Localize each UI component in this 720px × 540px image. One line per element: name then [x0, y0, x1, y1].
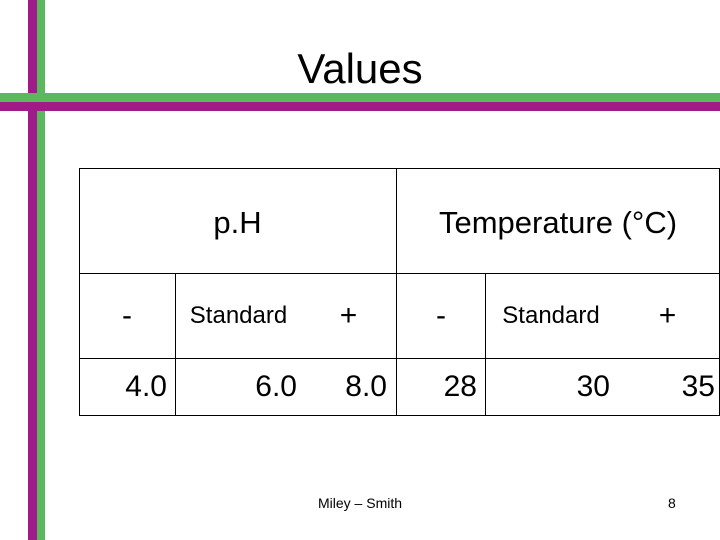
- table-col-divider: [175, 273, 176, 416]
- temp-value-high: 35: [681, 370, 715, 403]
- slide-title: Values: [297, 45, 423, 92]
- table-border-top: [79, 168, 720, 169]
- header-temperature: Temperature (°C): [438, 205, 678, 240]
- decorative-stripe-horizontal-green: [0, 93, 720, 102]
- temp-sub-plus: +: [658, 299, 677, 332]
- decorative-stripe-vertical-purple: [28, 0, 37, 540]
- table-row-divider: [79, 358, 720, 359]
- table-border-bottom: [79, 415, 720, 416]
- table-col-divider: [396, 168, 397, 416]
- ph-value-standard: 6.0: [255, 370, 297, 403]
- decorative-stripe-horizontal-purple: [0, 102, 720, 111]
- table-row-divider: [79, 273, 720, 274]
- ph-sub-plus: +: [339, 299, 358, 332]
- ph-value-high: 8.0: [345, 370, 387, 403]
- temp-value-standard: 30: [576, 370, 610, 403]
- decorative-stripe-vertical-green: [37, 0, 45, 540]
- footer-page-number: 8: [668, 495, 676, 511]
- header-ph: p.H: [213, 205, 262, 240]
- table-border-left: [79, 168, 80, 416]
- table-col-divider: [485, 273, 486, 416]
- ph-value-low: 4.0: [125, 370, 167, 403]
- temp-sub-minus: -: [436, 299, 446, 332]
- ph-sub-minus: -: [122, 299, 132, 332]
- values-table: p.H Temperature (°C) - Standard + - Stan…: [79, 168, 720, 416]
- ph-sub-standard: Standard: [189, 302, 288, 329]
- footer-author: Miley – Smith: [318, 495, 403, 511]
- temp-sub-standard: Standard: [502, 302, 600, 329]
- temp-value-low: 28: [443, 370, 477, 403]
